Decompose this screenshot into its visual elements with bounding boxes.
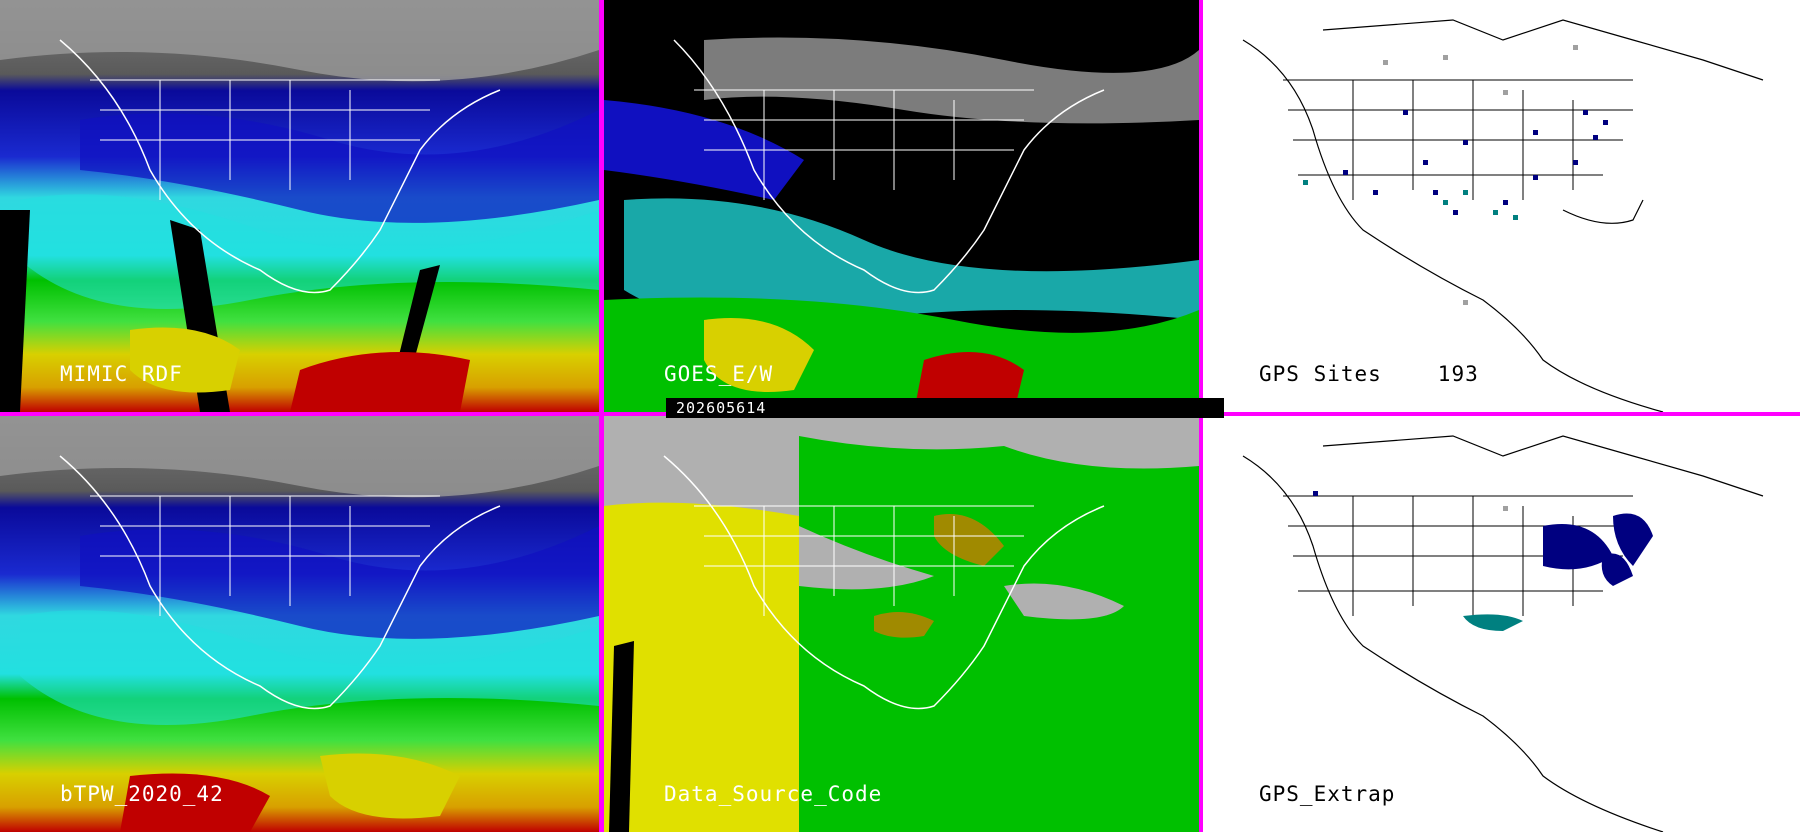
mimic-rdf-map: [0, 0, 599, 412]
goes-ew-map: [604, 0, 1199, 412]
btpw-map: [0, 416, 599, 832]
panel-btpw: bTPW_2020_42: [0, 416, 599, 832]
panel-goes-ew: GOES_E/W: [604, 0, 1199, 412]
panel-caption: GPS_Extrap: [1259, 782, 1396, 806]
panel-data-source-code: Data_Source_Code: [604, 416, 1199, 832]
gps-extrap-map: [1203, 416, 1800, 832]
panel-caption: GOES_E/W: [664, 362, 774, 386]
panel-caption: GPS Sites 193: [1259, 362, 1479, 386]
gps-sites-count: 193: [1437, 362, 1479, 386]
panel-caption: Data_Source_Code: [664, 782, 883, 806]
panel-mimic-rdf: MIMIC RDF: [0, 0, 599, 412]
data-source-code-map: [604, 416, 1199, 832]
gps-sites-map: [1203, 0, 1800, 412]
panel-gps-sites: GPS Sites 193: [1203, 0, 1800, 412]
gps-sites-label: GPS Sites: [1259, 362, 1382, 386]
panel-gps-extrap: GPS_Extrap: [1203, 416, 1800, 832]
timestamp-label: 202605614: [666, 398, 1224, 418]
panel-caption: MIMIC RDF: [60, 362, 183, 386]
panel-caption: bTPW_2020_42: [60, 782, 224, 806]
